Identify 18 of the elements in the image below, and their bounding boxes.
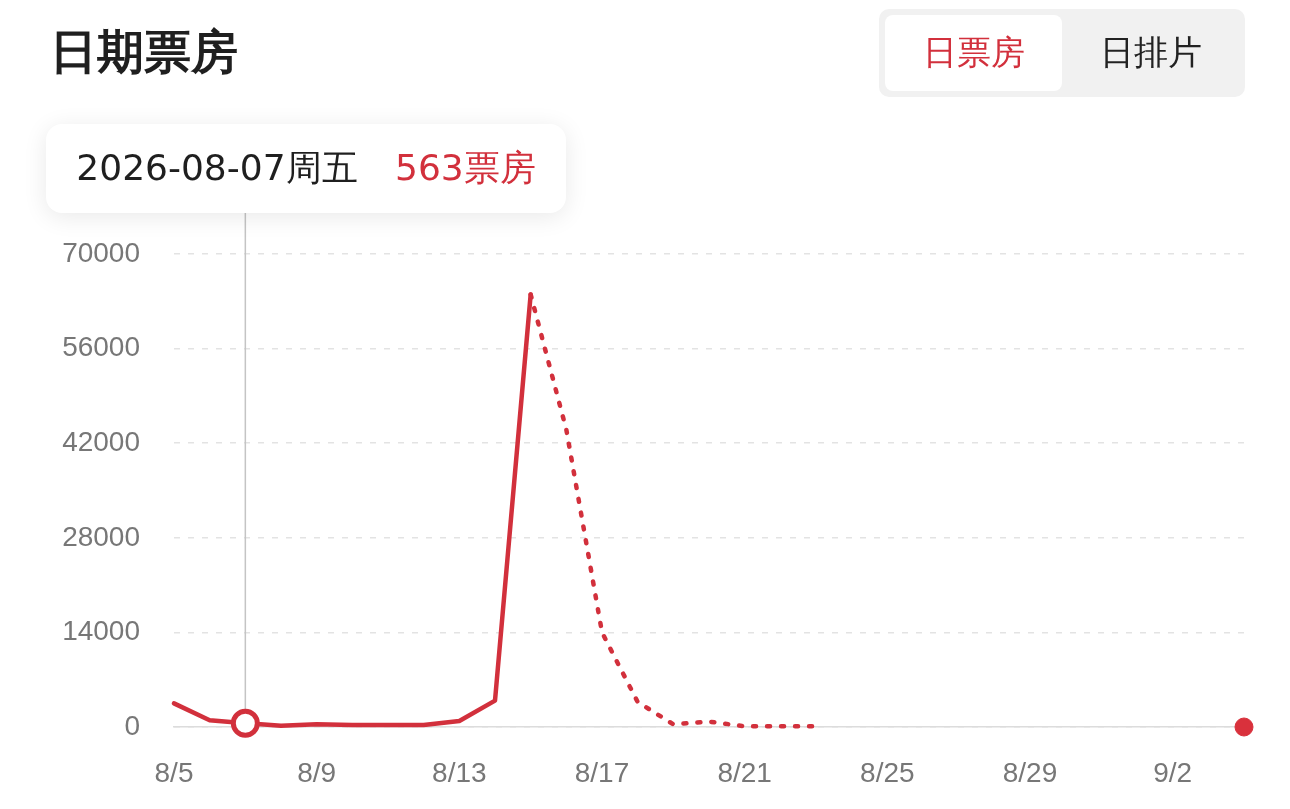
- x-tick-label: 8/13: [432, 756, 487, 788]
- y-tick-label: 70000: [62, 236, 140, 268]
- y-tick-label: 14000: [62, 615, 140, 647]
- x-tick-label: 8/29: [1002, 756, 1058, 788]
- chart-title: 日期票房: [50, 23, 238, 81]
- x-tick-label: 8/9: [297, 756, 337, 788]
- y-tick-label: 56000: [62, 331, 140, 363]
- x-tick-label: 8/21: [717, 756, 772, 788]
- tab[interactable]: 日排片: [1062, 15, 1239, 91]
- y-tick-label: 0: [124, 709, 140, 741]
- tab[interactable]: 日票房: [885, 15, 1062, 91]
- tooltip-card: 2026-08-07周五 563票房: [46, 124, 566, 213]
- y-tick-label: 42000: [62, 425, 140, 457]
- y-tick-label: 28000: [62, 520, 140, 552]
- x-tick-label: 8/17: [574, 756, 630, 788]
- x-tick-label: 8/5: [154, 756, 194, 788]
- x-tick-label: 8/25: [860, 756, 915, 788]
- x-tick-label: 9/2: [1153, 756, 1193, 788]
